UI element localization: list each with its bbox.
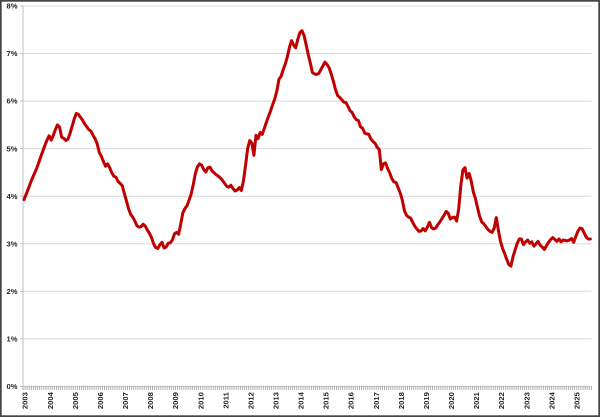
svg-text:2014: 2014: [297, 391, 306, 409]
svg-text:2007: 2007: [121, 392, 130, 409]
svg-text:2019: 2019: [422, 392, 431, 409]
svg-text:2003: 2003: [21, 392, 30, 409]
svg-text:2020: 2020: [447, 392, 456, 409]
svg-text:2009: 2009: [171, 392, 180, 409]
svg-text:2006: 2006: [96, 392, 105, 409]
svg-text:2012: 2012: [246, 392, 255, 409]
svg-text:2008: 2008: [146, 392, 155, 409]
svg-text:2024: 2024: [547, 391, 556, 409]
svg-text:2023: 2023: [522, 392, 531, 409]
svg-text:2022: 2022: [497, 392, 506, 409]
svg-text:3%: 3%: [7, 239, 18, 248]
svg-text:2010: 2010: [196, 392, 205, 409]
svg-text:1%: 1%: [7, 334, 18, 343]
svg-text:2015: 2015: [322, 391, 331, 409]
svg-text:2%: 2%: [7, 287, 18, 296]
svg-text:0%: 0%: [7, 382, 18, 391]
svg-text:2004: 2004: [46, 391, 55, 409]
svg-text:2025: 2025: [572, 391, 581, 409]
svg-text:2021: 2021: [472, 391, 481, 409]
svg-text:2013: 2013: [272, 392, 281, 409]
svg-text:2005: 2005: [71, 391, 80, 409]
svg-text:4%: 4%: [7, 192, 18, 201]
svg-text:5%: 5%: [7, 144, 18, 153]
svg-text:8%: 8%: [7, 2, 18, 11]
svg-text:2016: 2016: [347, 392, 356, 409]
svg-text:2017: 2017: [372, 392, 381, 409]
svg-text:2018: 2018: [397, 392, 406, 409]
svg-text:7%: 7%: [7, 49, 18, 58]
svg-text:6%: 6%: [7, 97, 18, 106]
svg-text:2011: 2011: [221, 391, 230, 408]
